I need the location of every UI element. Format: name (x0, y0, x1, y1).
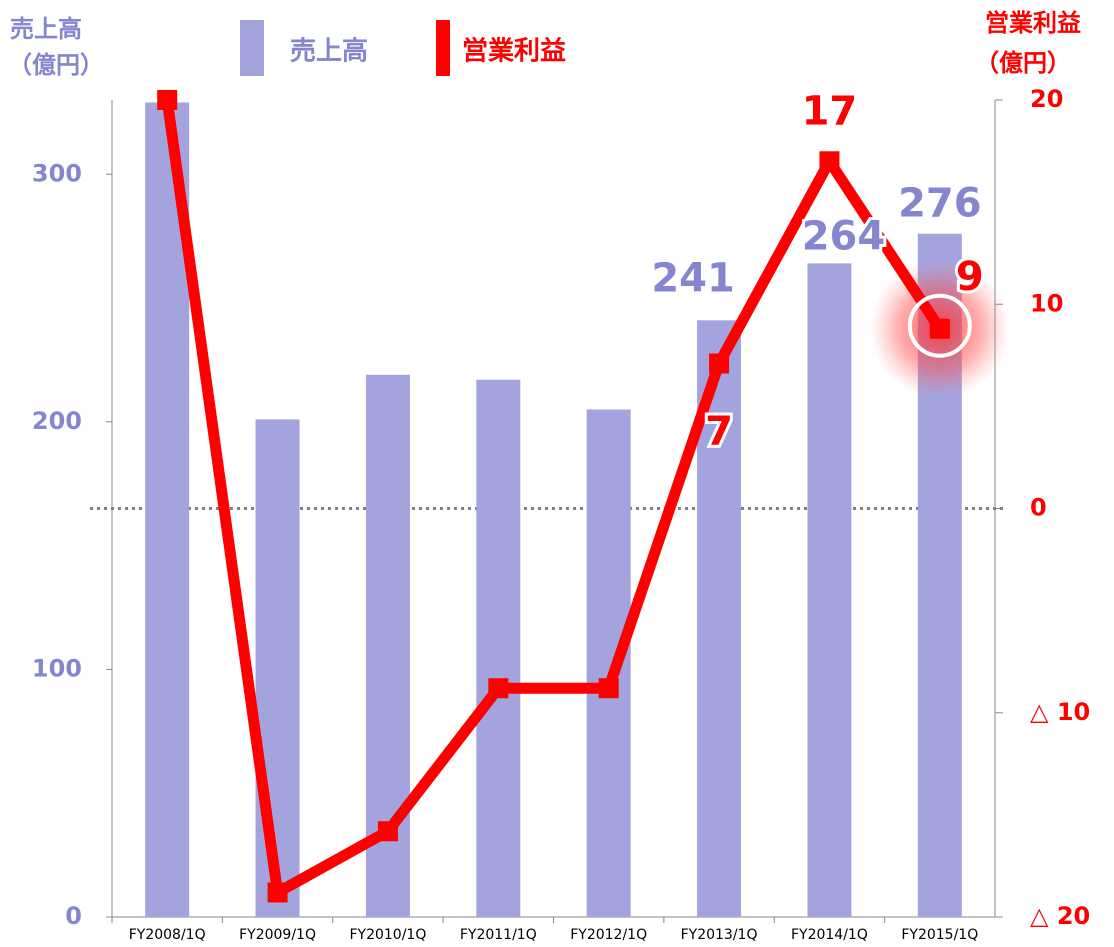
legend-swatch (436, 20, 450, 76)
line-marker (377, 821, 398, 842)
y-tick-label: 0 (65, 902, 82, 930)
line-marker (267, 882, 288, 903)
x-tick-label: FY2012/1Q (570, 927, 647, 943)
x-tick-label: FY2014/1Q (791, 927, 868, 943)
line-marker (488, 678, 509, 699)
bar (807, 263, 852, 917)
y-tick-label: 300 (32, 159, 82, 187)
bar-value-label: 276 (898, 181, 982, 227)
legend-label: 営業利益 (462, 37, 566, 67)
y2-axis-title: （億円） (975, 49, 1071, 77)
y2-tick-label: △ 20 (1030, 902, 1090, 930)
line (161, 99, 945, 898)
line-marker (709, 353, 730, 374)
y-axis-title: 売上高 (10, 15, 82, 43)
x-tick-label: FY2008/1Q (129, 927, 206, 943)
x-tick-label: FY2011/1Q (460, 927, 537, 943)
y-tick-label: 200 (32, 407, 82, 435)
line-marker (819, 151, 840, 172)
x-tick-label: FY2013/1Q (681, 927, 758, 943)
line-value-label: 7 (705, 408, 733, 454)
bar-value-label: 264 (802, 213, 886, 259)
y2-tick-label: 0 (1030, 494, 1047, 522)
y2-axis-title: 営業利益 (985, 9, 1081, 37)
highlight-ring (907, 293, 972, 358)
legend-swatch (240, 20, 264, 76)
y-tick-label: 100 (32, 654, 82, 682)
line-marker (157, 90, 178, 110)
y2-tick-label: 10 (1030, 289, 1063, 317)
line-value-label: 9 (956, 254, 984, 300)
x-tick-label: FY2015/1Q (901, 927, 978, 943)
y-axis-title: （億円） (8, 51, 104, 79)
bar-value-label: 241 (651, 255, 735, 301)
y2-tick-label: △ 10 (1030, 698, 1090, 726)
x-tick-label: FY2009/1Q (239, 927, 316, 943)
line-value-label: 17 (802, 88, 858, 134)
y2-tick-label: 20 (1030, 85, 1063, 113)
legend-label: 売上高 (290, 36, 368, 67)
bar (255, 419, 300, 917)
line-marker (929, 318, 950, 339)
bar (476, 379, 521, 917)
x-tick-label: FY2010/1Q (349, 927, 426, 943)
bar (586, 409, 631, 917)
line-marker (598, 678, 619, 699)
